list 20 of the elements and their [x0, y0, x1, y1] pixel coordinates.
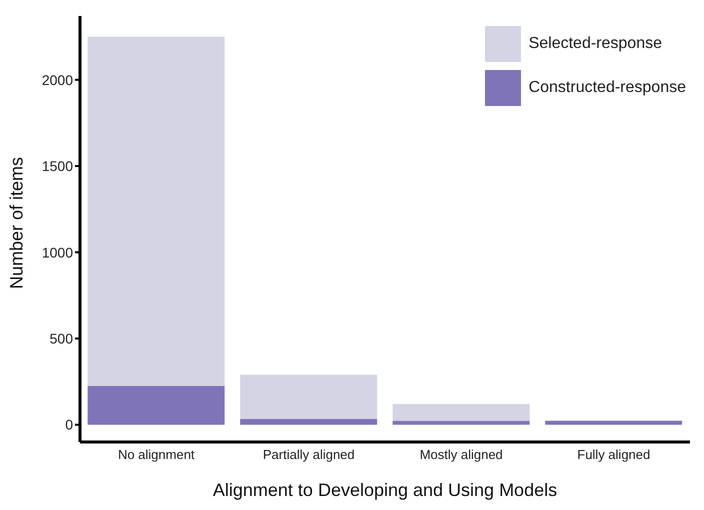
bar	[240, 418, 378, 425]
bar	[392, 420, 530, 425]
y-axis-title: Number of items	[6, 156, 26, 289]
legend-label: Selected-response	[528, 34, 662, 54]
bar	[392, 404, 530, 421]
x-tick-label: Mostly aligned	[420, 447, 503, 462]
y-tick-label: 1500	[42, 158, 74, 174]
y-tick-label: 2000	[42, 72, 74, 88]
y-tick-label: 500	[50, 330, 74, 346]
x-tick-label: Partially aligned	[262, 447, 355, 462]
bar	[88, 36, 225, 386]
legend-label: Constructed-response	[528, 78, 686, 98]
x-tick-label: Fully aligned	[577, 447, 650, 462]
y-tick-label: 0	[65, 416, 74, 433]
bar	[240, 374, 378, 419]
x-tick-label: No alignment	[118, 447, 195, 462]
bar	[88, 386, 225, 425]
x-axis-title: Alignment to Developing and Using Models	[212, 480, 558, 500]
bar	[545, 420, 682, 425]
y-tick-label: 1000	[42, 244, 74, 260]
